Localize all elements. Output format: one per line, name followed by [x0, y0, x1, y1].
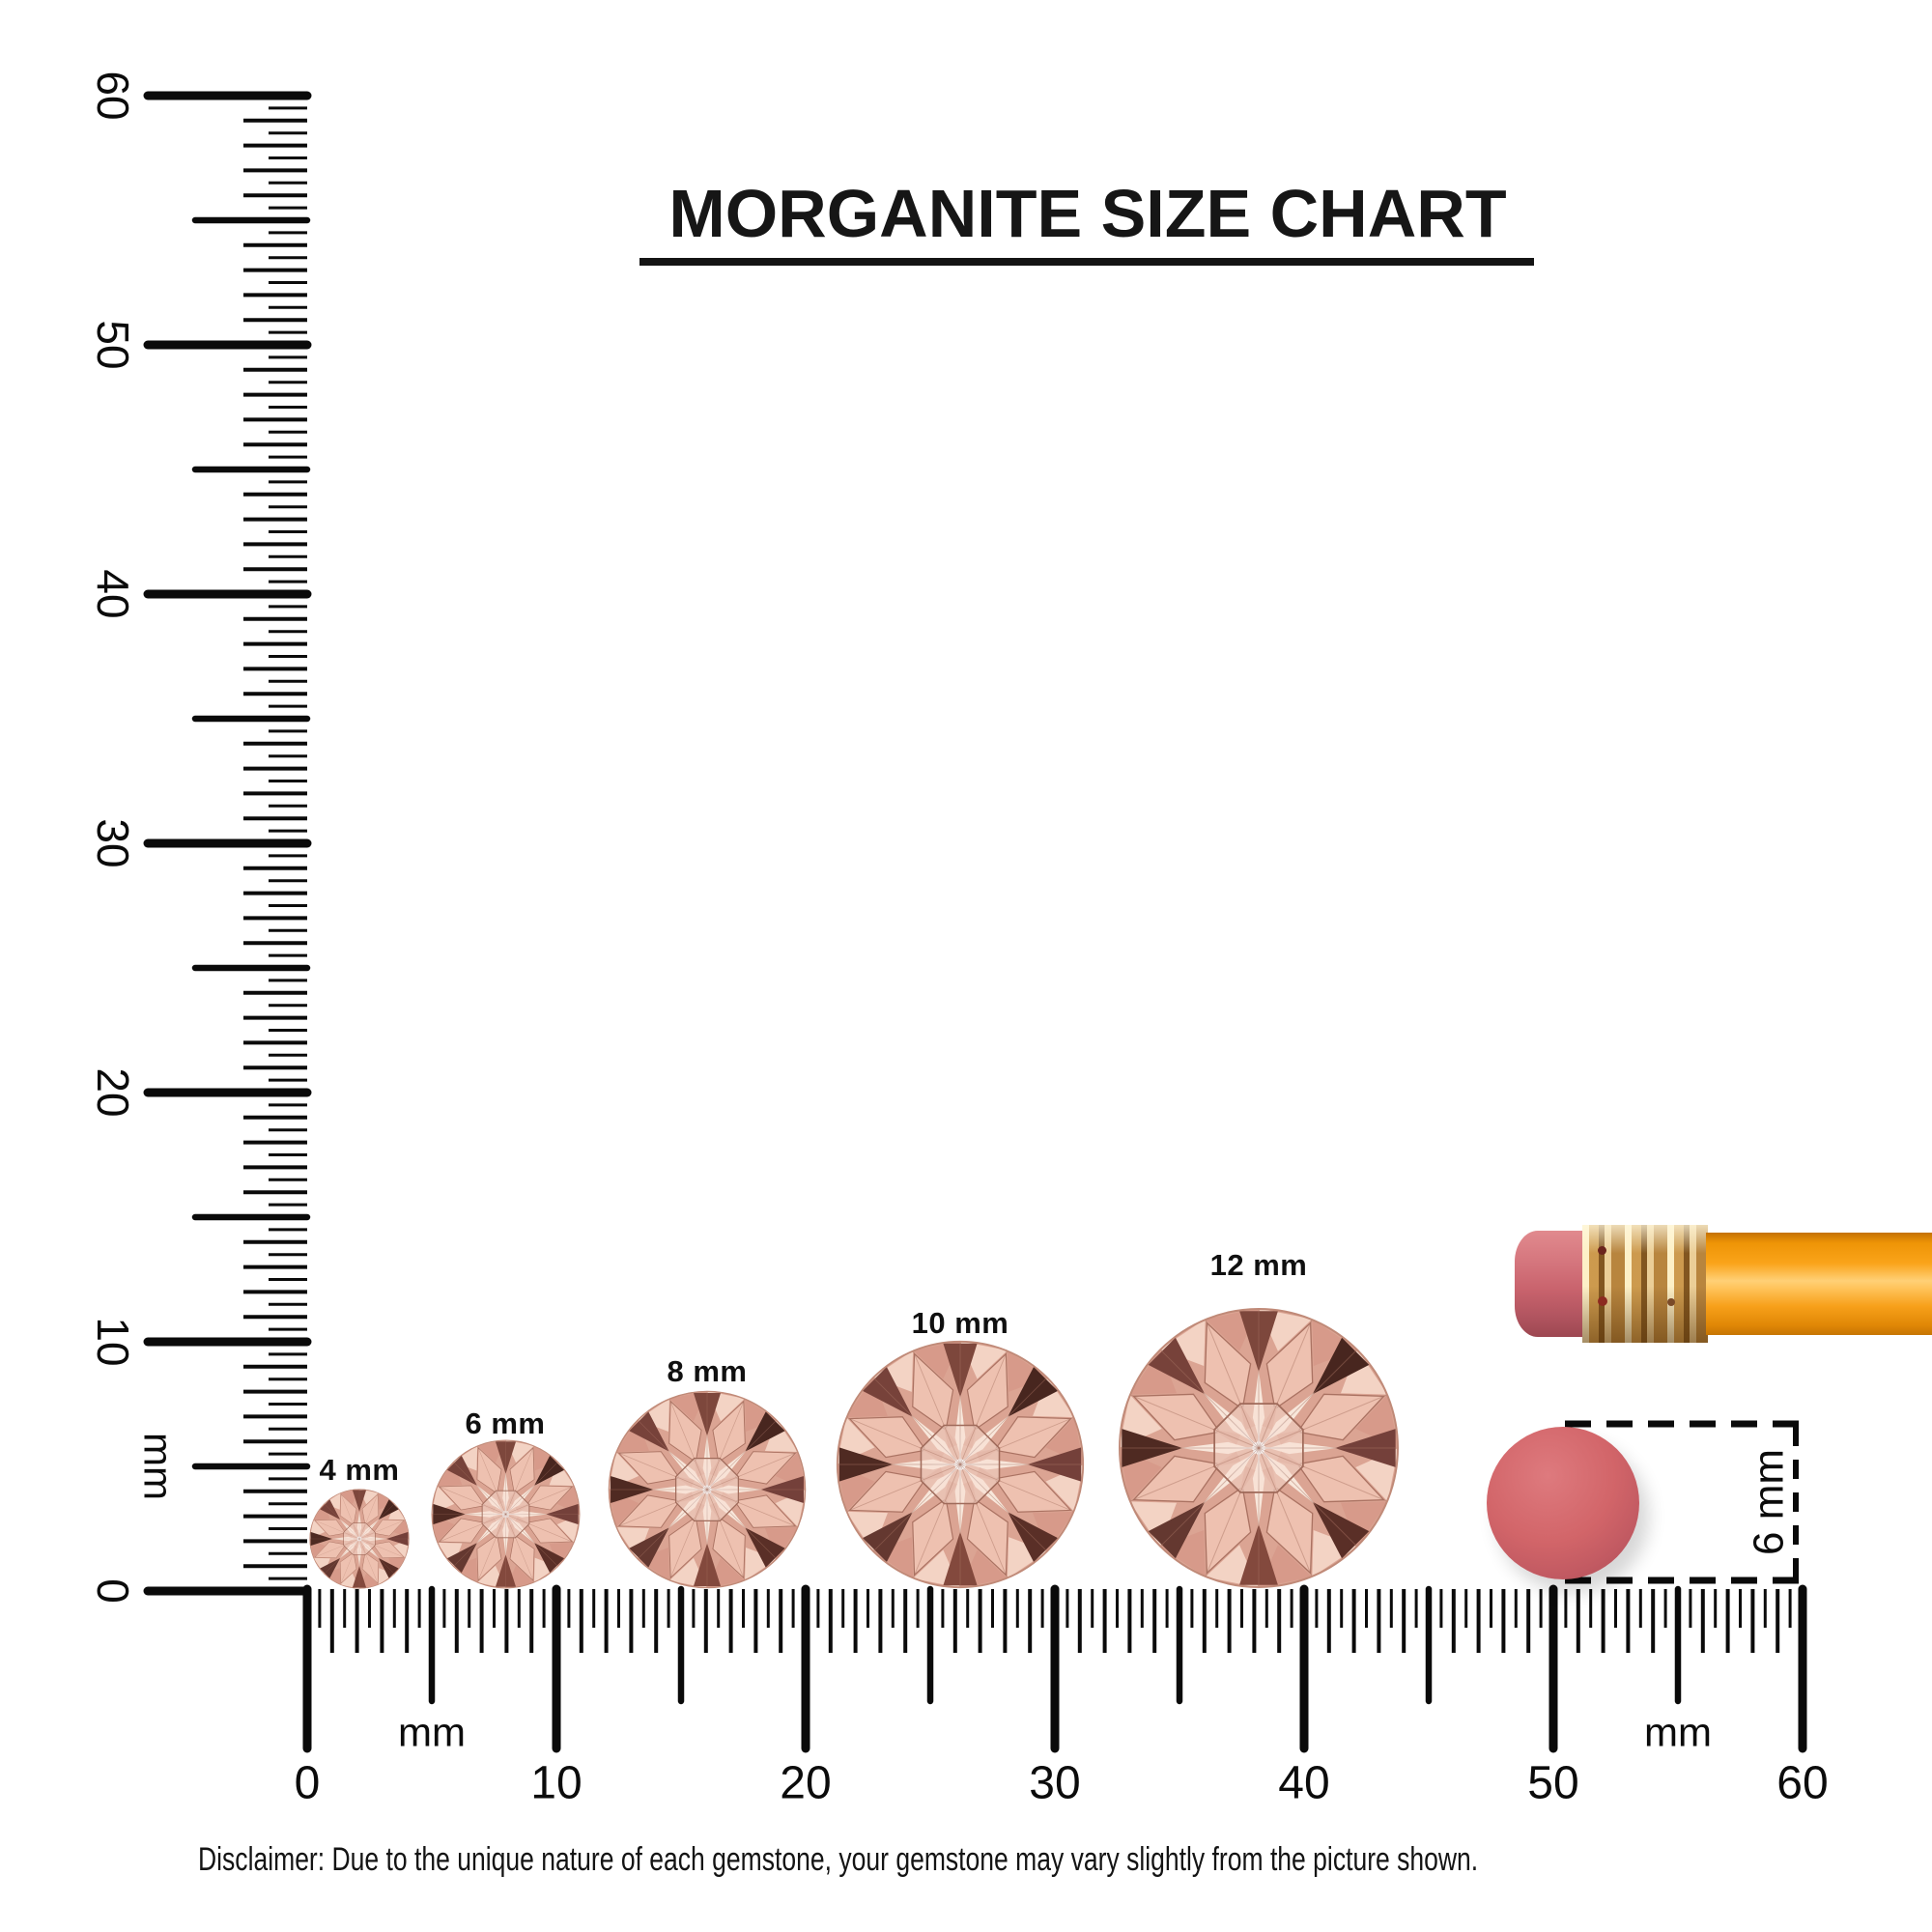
measurement-guides: 6 mm: [1565, 1420, 1799, 1584]
v-ruler-label: 60: [88, 71, 138, 120]
v-ruler-label: 40: [88, 569, 138, 618]
v-ruler-label: 20: [88, 1067, 138, 1117]
v-ruler-label: 0: [88, 1578, 138, 1604]
v-ruler-label: 30: [88, 818, 138, 867]
ferrule-crimp-dot: [1598, 1296, 1607, 1306]
horizontal-ruler: 0 10 20 30 40 50 60 mm mm: [295, 1584, 1829, 1809]
h-ruler-label: 50: [1527, 1758, 1578, 1809]
ferrule-crimp-dot: [1598, 1246, 1606, 1255]
pencil-eraser-icon: [1515, 1231, 1586, 1337]
h-ruler-label: 10: [530, 1758, 582, 1809]
h-ruler-label: 20: [780, 1758, 831, 1809]
pencil-body-icon: [1706, 1233, 1932, 1335]
pencil: [1515, 1225, 1932, 1343]
reference-disc: [1487, 1427, 1639, 1579]
v-ruler-label: 50: [88, 320, 138, 369]
h-ruler-unit-label: mm: [1644, 1710, 1712, 1755]
ferrule-crimp-dot: [1667, 1298, 1675, 1306]
h-ruler-unit-label: mm: [398, 1710, 466, 1755]
page-title: MORGANITE SIZE CHART: [668, 176, 1507, 251]
v-ruler-label: 10: [88, 1317, 138, 1366]
h-ruler-label: 30: [1029, 1758, 1080, 1809]
v-ruler-unit-label: mm: [136, 1433, 182, 1500]
h-ruler-label: 0: [295, 1758, 321, 1809]
h-ruler-label: 60: [1776, 1758, 1828, 1809]
vertical-ruler: 0 10 20 30 40 50 60 mm: [88, 71, 312, 1604]
pencil-ferrule-icon: [1582, 1225, 1708, 1343]
title-underline: [639, 258, 1534, 266]
disclaimer-text: Disclaimer: Due to the unique nature of …: [198, 1841, 1479, 1878]
h-ruler-label: 40: [1278, 1758, 1329, 1809]
measure-label: 6 mm: [1746, 1449, 1793, 1555]
